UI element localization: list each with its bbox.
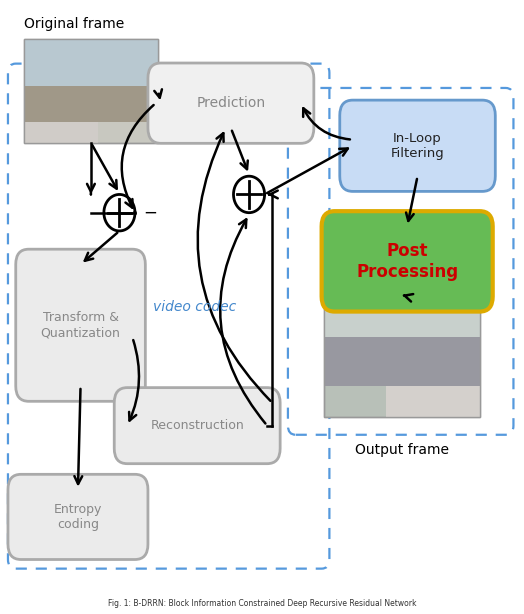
FancyArrowPatch shape	[220, 219, 266, 424]
Text: video codec: video codec	[153, 300, 236, 314]
Text: Original frame: Original frame	[24, 17, 124, 31]
Text: Output frame: Output frame	[355, 443, 449, 457]
FancyArrowPatch shape	[74, 389, 82, 484]
Text: −: −	[144, 204, 158, 222]
FancyArrowPatch shape	[154, 89, 162, 98]
FancyArrowPatch shape	[267, 149, 348, 193]
FancyBboxPatch shape	[324, 338, 480, 386]
FancyBboxPatch shape	[114, 387, 280, 464]
FancyBboxPatch shape	[24, 39, 158, 86]
FancyBboxPatch shape	[8, 475, 148, 559]
FancyArrowPatch shape	[198, 133, 270, 401]
FancyArrowPatch shape	[303, 108, 350, 139]
FancyArrowPatch shape	[269, 190, 278, 198]
FancyArrowPatch shape	[122, 105, 154, 208]
FancyBboxPatch shape	[24, 86, 158, 122]
FancyBboxPatch shape	[324, 295, 480, 416]
FancyBboxPatch shape	[386, 386, 480, 416]
Text: Prediction: Prediction	[196, 96, 266, 110]
FancyArrowPatch shape	[87, 184, 95, 194]
FancyArrowPatch shape	[92, 145, 117, 188]
Text: Transform &
Quantization: Transform & Quantization	[40, 311, 121, 340]
FancyArrowPatch shape	[404, 294, 413, 301]
Text: Reconstruction: Reconstruction	[150, 419, 244, 432]
FancyArrowPatch shape	[406, 179, 417, 221]
Text: Fig. 1: B-DRRN: Block Information Constrained Deep Recursive Residual Network: Fig. 1: B-DRRN: Block Information Constr…	[108, 599, 416, 608]
Text: In-Loop
Filtering: In-Loop Filtering	[391, 132, 444, 160]
FancyBboxPatch shape	[322, 211, 493, 311]
FancyArrowPatch shape	[129, 340, 139, 421]
Text: Post
Processing: Post Processing	[356, 242, 458, 281]
FancyBboxPatch shape	[148, 63, 314, 143]
FancyArrowPatch shape	[232, 131, 248, 169]
FancyBboxPatch shape	[16, 249, 145, 402]
FancyBboxPatch shape	[24, 122, 97, 142]
FancyArrowPatch shape	[85, 233, 117, 261]
Text: Entropy
coding: Entropy coding	[54, 503, 102, 531]
FancyBboxPatch shape	[324, 295, 480, 338]
FancyBboxPatch shape	[24, 39, 158, 142]
FancyBboxPatch shape	[340, 100, 495, 192]
